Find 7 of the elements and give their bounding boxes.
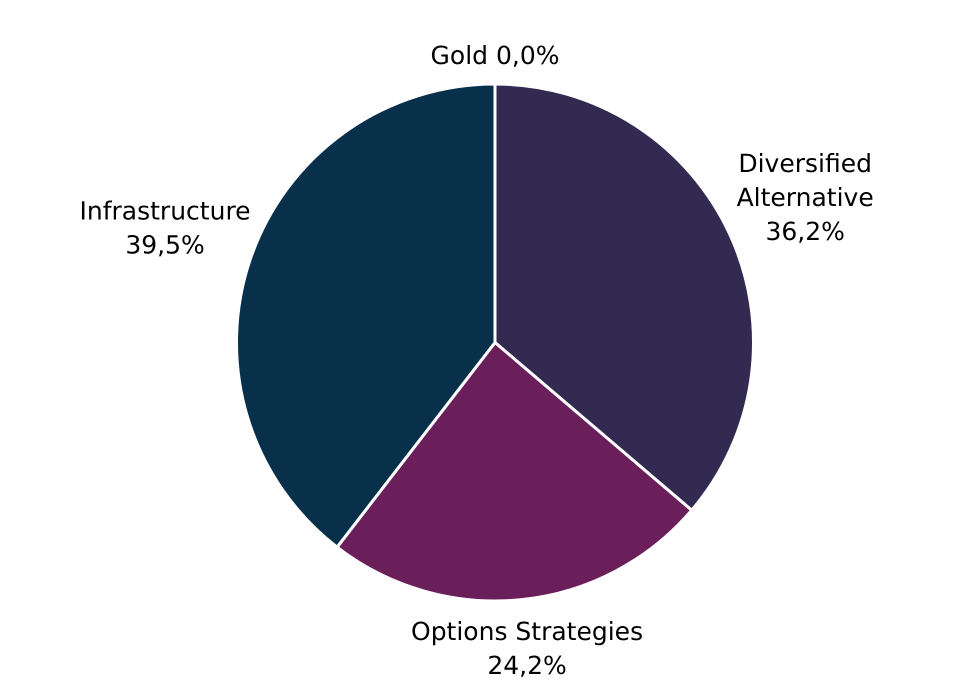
slice-label: Options Strategies xyxy=(411,616,644,646)
slice-label: Diversified Alternative xyxy=(736,148,874,212)
data-label: 36,2% xyxy=(765,216,845,246)
data-label: 39,5% xyxy=(125,230,205,260)
data-label: 24,2% xyxy=(487,650,567,680)
category-label: Gold 0,0% xyxy=(430,41,560,70)
slice-label: Infrastructure xyxy=(79,196,251,226)
